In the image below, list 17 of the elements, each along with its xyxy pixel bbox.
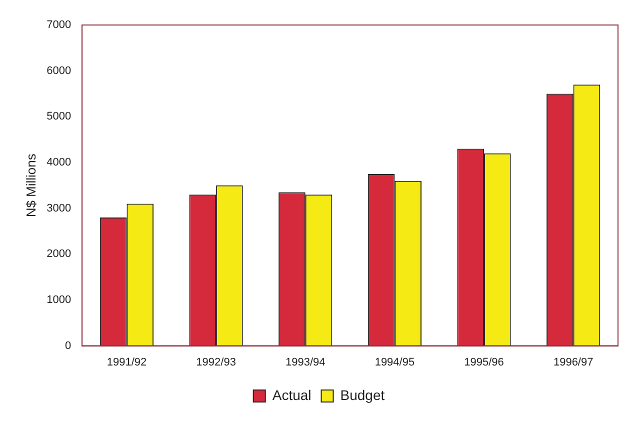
y-tick-label: 1000: [46, 294, 72, 306]
y-axis-title: N$ Millions: [23, 153, 38, 218]
y-tick-label: 0: [64, 340, 72, 352]
x-tick-label: 1991/92: [106, 356, 147, 368]
legend-label: Actual: [272, 386, 312, 403]
y-tick-label: 4000: [46, 156, 72, 169]
legend-label: Budget: [340, 386, 385, 403]
x-tick-label: 1995/96: [464, 356, 504, 368]
y-tick-label: 3000: [46, 202, 72, 214]
y-tick-label: 6000: [46, 64, 72, 77]
x-tick-label: 1992/93: [196, 356, 236, 368]
y-tick-label: 5000: [46, 110, 72, 123]
x-tick-label: 1994/95: [374, 356, 415, 368]
x-tick-label: 1993/94: [285, 356, 326, 368]
y-tick-label: 2000: [46, 248, 72, 260]
x-tick-label: 1996/97: [553, 356, 594, 368]
y-tick-label: 7000: [46, 19, 72, 32]
